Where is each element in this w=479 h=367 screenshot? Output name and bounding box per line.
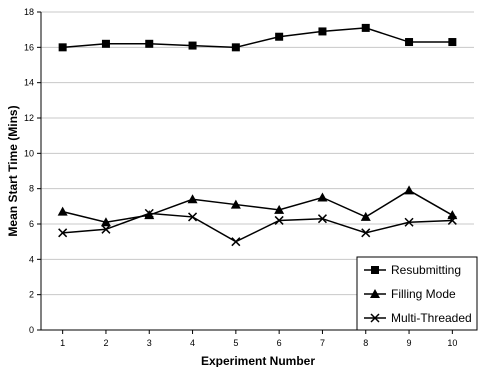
grid-lines	[41, 11, 474, 296]
data-point-square	[145, 39, 154, 48]
data-point-square	[448, 38, 457, 47]
y-tick-label: 8	[29, 184, 34, 194]
data-point-x	[404, 217, 414, 227]
series-line	[62, 27, 453, 49]
data-point-square	[405, 38, 414, 47]
series-multi-threaded	[58, 208, 457, 247]
data-point-square	[188, 41, 197, 50]
series-resubmitting	[58, 23, 457, 52]
data-point-x	[188, 212, 198, 222]
series-group	[57, 23, 458, 247]
data-point-triangle	[274, 204, 285, 214]
y-tick-label: 0	[29, 325, 34, 335]
x-tick-label: 6	[277, 338, 282, 348]
x-axis-title: Experiment Number	[201, 354, 315, 367]
y-tick-label: 16	[24, 42, 34, 52]
data-point-square	[361, 23, 370, 32]
x-tick-label: 1	[60, 338, 65, 348]
legend-marker-triangle	[370, 289, 380, 298]
data-point-square	[101, 39, 110, 48]
x-tick-label: 8	[363, 338, 368, 348]
y-tick-label: 4	[29, 254, 34, 264]
y-tick-label: 2	[29, 290, 34, 300]
data-point-triangle	[317, 192, 328, 202]
y-tick-label: 14	[24, 78, 34, 88]
data-point-triangle	[100, 217, 111, 227]
data-point-x	[274, 215, 284, 225]
data-point-triangle	[187, 194, 198, 204]
y-tick-labels: 0 2 4 6 8 10 12 14 16 18	[24, 7, 41, 335]
data-point-square	[318, 27, 327, 36]
data-point-x	[361, 228, 371, 238]
legend-marker-square	[371, 266, 379, 274]
x-tick-label: 4	[190, 338, 195, 348]
x-tick-label: 9	[407, 338, 412, 348]
legend-label: Filling Mode	[391, 287, 456, 301]
data-point-x	[447, 215, 457, 225]
series-filling-mode	[57, 185, 458, 227]
data-point-x	[144, 208, 154, 218]
data-point-x	[231, 237, 241, 247]
legend-label: Multi-Threaded	[391, 311, 472, 325]
legend: Resubmitting Filling Mode Multi-Threaded	[356, 256, 478, 331]
y-tick-label: 10	[24, 148, 34, 158]
data-point-square	[275, 32, 284, 41]
x-tick-label: 3	[147, 338, 152, 348]
y-tick-label: 6	[29, 219, 34, 229]
y-tick-label: 12	[24, 113, 34, 123]
x-tick-label: 10	[447, 338, 457, 348]
data-point-x	[101, 224, 111, 234]
data-point-square	[231, 43, 240, 52]
data-point-triangle	[230, 199, 241, 209]
legend-label: Resubmitting	[391, 263, 461, 277]
data-point-triangle	[404, 185, 415, 195]
legend-marker-x	[370, 313, 380, 323]
series-line	[62, 189, 453, 223]
data-point-x	[58, 228, 68, 238]
x-tick-label: 2	[103, 338, 108, 348]
x-tick-label: 7	[320, 338, 325, 348]
y-tick-label: 18	[24, 7, 34, 17]
data-point-square	[58, 43, 67, 52]
data-point-x	[317, 214, 327, 224]
series-line	[62, 212, 453, 243]
x-tick-labels: 1 2 3 4 5 6 7 8 9 10	[60, 330, 457, 348]
data-point-triangle	[57, 206, 68, 216]
y-axis-title: Mean Start Time (Mins)	[6, 105, 20, 236]
data-point-triangle	[360, 211, 371, 221]
x-tick-label: 5	[233, 338, 238, 348]
